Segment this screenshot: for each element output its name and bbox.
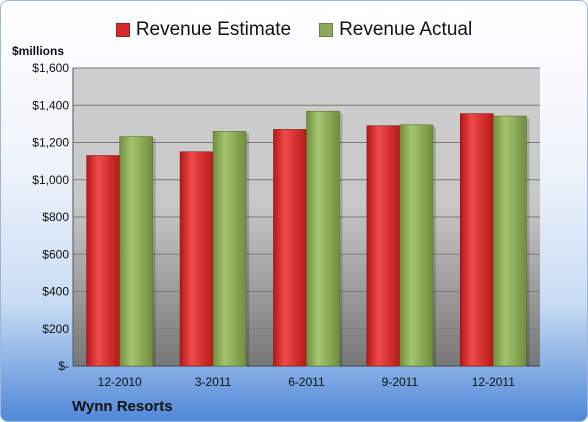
bar-revenue-actual (212, 131, 247, 367)
y-tick-label: $1,400 (32, 98, 69, 112)
bar-revenue-estimate (366, 125, 401, 367)
bar-revenue-estimate (459, 113, 494, 367)
legend-swatch-actual (319, 23, 334, 37)
y-tick-label: $600 (42, 247, 69, 261)
company-name: Wynn Resorts (72, 398, 173, 415)
bar-revenue-actual (119, 136, 153, 367)
x-tick-label: 3-2011 (195, 375, 232, 389)
legend-item-estimate: Revenue Estimate (115, 19, 292, 41)
y-axis-units: $millions (12, 44, 65, 58)
y-tick-label: $400 (42, 285, 69, 299)
bar-revenue-actual (399, 124, 434, 367)
y-tick-label: $1,200 (32, 136, 69, 150)
x-tick-label: 12-2010 (98, 375, 142, 389)
legend-swatch-estimate (115, 23, 130, 37)
x-tick-label: 12-2011 (472, 375, 515, 389)
x-tick-label: 9-2011 (382, 375, 419, 389)
legend-item-actual: Revenue Actual (319, 19, 472, 41)
x-tick-label: 6-2011 (288, 375, 325, 389)
legend-label-estimate: Revenue Estimate (135, 19, 292, 40)
bars (86, 110, 530, 367)
y-tick-label: $1,600 (32, 61, 69, 75)
y-tick-label: $200 (42, 322, 69, 336)
bar-revenue-estimate (86, 155, 120, 367)
bar-revenue-actual (306, 110, 340, 367)
axes: $- $200 $400 $600 $800 $1,000 $1,200 $1,400 $1,6… (32, 61, 515, 389)
bar-revenue-estimate (273, 129, 307, 367)
bar-revenue-actual (492, 115, 527, 367)
y-tick-label: $- (58, 359, 69, 373)
y-tick-label: $800 (42, 210, 69, 224)
y-tick-label: $1,000 (32, 173, 69, 187)
bar-revenue-estimate (179, 151, 214, 367)
legend-label-actual: Revenue Actual (339, 19, 473, 40)
chart-legend: Revenue Estimate Revenue Actual (0, 16, 588, 44)
